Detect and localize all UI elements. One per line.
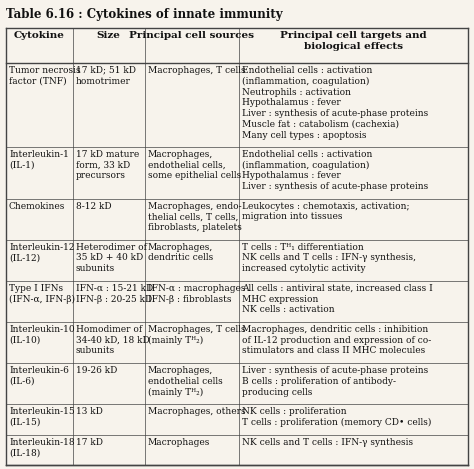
Text: IFN-α : 15-21 kD
IFN-β : 20-25 kD: IFN-α : 15-21 kD IFN-β : 20-25 kD: [76, 284, 153, 303]
Text: Macrophages, endo-
thelial cells, T cells,
fibroblasts, platelets: Macrophages, endo- thelial cells, T cell…: [147, 202, 241, 232]
Text: Interleukin-6
(IL-6): Interleukin-6 (IL-6): [9, 366, 69, 386]
Text: Size: Size: [97, 31, 121, 40]
Text: Interleukin-1
(IL-1): Interleukin-1 (IL-1): [9, 150, 69, 170]
Text: 17 kD; 51 kD
homotrimer: 17 kD; 51 kD homotrimer: [76, 66, 136, 86]
Text: Cytokine: Cytokine: [14, 31, 65, 40]
Text: Homodimer of
34-40 kD, 18 kD
subunits: Homodimer of 34-40 kD, 18 kD subunits: [76, 325, 150, 356]
Text: 13 kD: 13 kD: [76, 407, 103, 416]
Text: Macrophages, T cells
(mainly Tᴴ₂): Macrophages, T cells (mainly Tᴴ₂): [147, 325, 245, 345]
Text: Interleukin-12
(IL-12): Interleukin-12 (IL-12): [9, 243, 74, 263]
Text: 8-12 kD: 8-12 kD: [76, 202, 111, 211]
Text: Endothelial cells : activation
(inflammation, coagulation)
Hypothalamus : fever
: Endothelial cells : activation (inflamma…: [242, 150, 428, 191]
Text: Macrophages,
endothelial cells
(mainly Tᴴ₂): Macrophages, endothelial cells (mainly T…: [147, 366, 222, 397]
Text: T cells : Tᴴ₁ differentiation
NK cells and T cells : IFN-γ synthesis,
increased : T cells : Tᴴ₁ differentiation NK cells a…: [242, 243, 416, 273]
Text: NK cells and T cells : IFN-γ synthesis: NK cells and T cells : IFN-γ synthesis: [242, 438, 413, 446]
Text: Principal cell sources: Principal cell sources: [129, 31, 255, 40]
Text: Chemokines: Chemokines: [9, 202, 65, 211]
Text: Interleukin-18
(IL-18): Interleukin-18 (IL-18): [9, 438, 74, 457]
Text: Macrophages, others: Macrophages, others: [147, 407, 245, 416]
Text: 19-26 kD: 19-26 kD: [76, 366, 118, 375]
Text: Tumor necrosis
factor (TNF): Tumor necrosis factor (TNF): [9, 66, 81, 86]
Text: Principal cell targets and
biological effects: Principal cell targets and biological ef…: [280, 31, 427, 51]
Text: NK cells : proliferation
T cells : proliferation (memory CD• cells): NK cells : proliferation T cells : proli…: [242, 407, 432, 427]
Text: 17 kD mature
form, 33 kD
precursors: 17 kD mature form, 33 kD precursors: [76, 150, 139, 180]
Text: All cells : antiviral state, increased class I
MHC expression
NK cells : activat: All cells : antiviral state, increased c…: [242, 284, 433, 314]
Text: Interleukin-15
(IL-15): Interleukin-15 (IL-15): [9, 407, 75, 427]
Text: Type I IFNs
(IFN-α, IFN-β): Type I IFNs (IFN-α, IFN-β): [9, 284, 75, 304]
Text: IFN-α : macrophages
IFN-β : fibroblasts: IFN-α : macrophages IFN-β : fibroblasts: [147, 284, 245, 303]
Text: Macrophages, T cells: Macrophages, T cells: [147, 66, 245, 75]
Text: Endothelial cells : activation
(inflammation, coagulation)
Neutrophils : activat: Endothelial cells : activation (inflamma…: [242, 66, 428, 140]
Text: Macrophages,
dendritic cells: Macrophages, dendritic cells: [147, 243, 213, 263]
Text: Interleukin-10
(IL-10): Interleukin-10 (IL-10): [9, 325, 74, 345]
Text: Table 6.16 : Cytokines of innate immunity: Table 6.16 : Cytokines of innate immunit…: [6, 8, 283, 21]
Text: Macrophages: Macrophages: [147, 438, 210, 446]
Text: Macrophages,
endothelial cells,
some epithelial cells: Macrophages, endothelial cells, some epi…: [147, 150, 241, 180]
Text: Heterodimer of
35 kD + 40 kD
subunits: Heterodimer of 35 kD + 40 kD subunits: [76, 243, 147, 273]
Text: Leukocytes : chemotaxis, activation;
migration into tissues: Leukocytes : chemotaxis, activation; mig…: [242, 202, 410, 221]
Text: Macrophages, dendritic cells : inhibition
of IL-12 production and expression of : Macrophages, dendritic cells : inhibitio…: [242, 325, 431, 356]
Text: 17 kD: 17 kD: [76, 438, 103, 446]
Text: Liver : synthesis of acute-phase proteins
B cells : proliferation of antibody-
p: Liver : synthesis of acute-phase protein…: [242, 366, 428, 397]
